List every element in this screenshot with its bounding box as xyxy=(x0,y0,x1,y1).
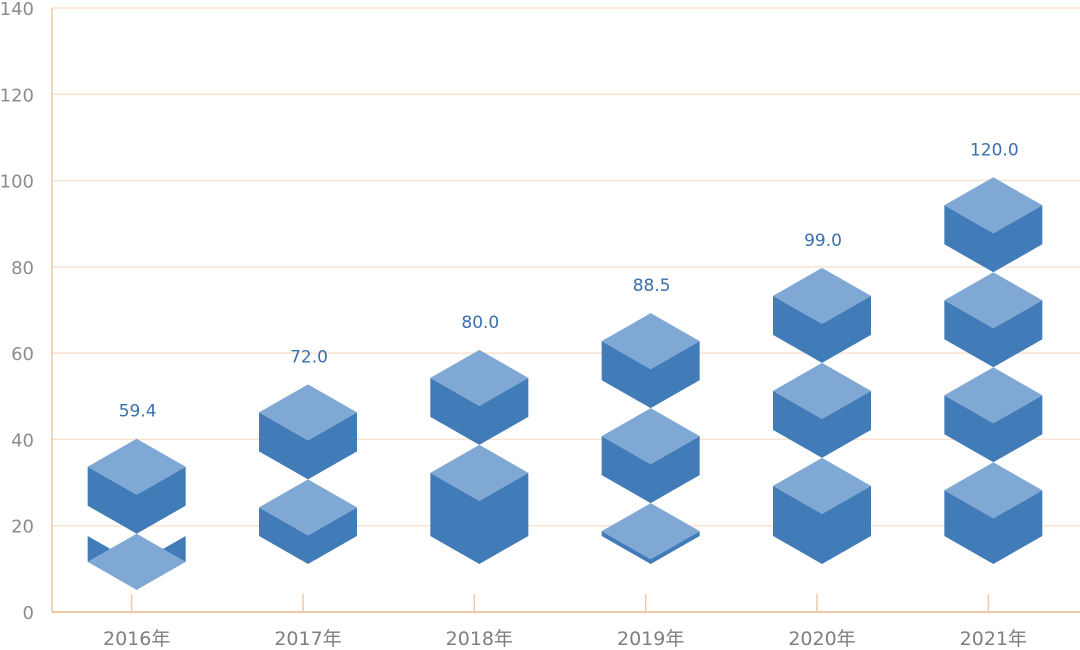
gridlines xyxy=(52,7,1080,527)
y-tick-label: 80 xyxy=(11,258,34,279)
bar-block-face xyxy=(259,507,357,564)
bar-block-face xyxy=(773,295,871,363)
bar-block-face xyxy=(430,472,529,564)
bar: 59.4 xyxy=(87,402,186,590)
data-label: 59.4 xyxy=(119,402,157,422)
bar-block-face xyxy=(259,412,357,480)
bar-block-face xyxy=(773,390,871,458)
bar-block-top xyxy=(430,444,529,501)
bar: 88.5 xyxy=(601,276,700,564)
bars: 59.4 72.0 80.0 88.5 99.0 120.0 xyxy=(87,140,1043,590)
x-tick-label: 2021年 xyxy=(960,628,1027,650)
data-label: 88.5 xyxy=(633,276,671,296)
bar-block-face xyxy=(430,377,529,445)
y-tick-label: 40 xyxy=(11,430,34,451)
x-axis: 2016年 2017年 2018年 2019年 2020年 2021年 xyxy=(52,594,1080,650)
bar-block-top xyxy=(259,479,357,536)
bar-block-face xyxy=(601,436,700,504)
bar-block-top xyxy=(87,438,186,495)
bar-block-top xyxy=(944,177,1043,234)
x-tick-label: 2020年 xyxy=(788,628,855,650)
bar-block-top xyxy=(601,408,700,465)
bar-block-face xyxy=(944,205,1043,273)
data-label: 99.0 xyxy=(804,231,842,251)
bar: 72.0 xyxy=(259,347,357,564)
data-label: 120.0 xyxy=(970,140,1019,160)
bar-block-face xyxy=(773,485,871,564)
bar-block-top xyxy=(87,533,186,590)
bar-block-face xyxy=(944,395,1043,463)
data-label: 80.0 xyxy=(461,313,499,333)
x-tick-label: 2016年 xyxy=(103,628,170,650)
y-axis: 0 20 40 60 80 100 120 140 xyxy=(0,0,53,624)
y-tick-label: 120 xyxy=(0,85,34,106)
bar-block-top xyxy=(773,267,871,324)
bar-block-top xyxy=(944,367,1043,424)
data-label: 72.0 xyxy=(290,347,328,367)
bar-block-face xyxy=(944,490,1043,564)
x-tick-label: 2019年 xyxy=(617,628,684,650)
bar-block-face xyxy=(944,300,1043,368)
bar-block-top xyxy=(944,272,1043,329)
bar-block-top xyxy=(944,462,1043,519)
y-tick-label: 60 xyxy=(11,344,34,365)
bar-block-top xyxy=(430,349,529,406)
y-tick-label: 140 xyxy=(0,0,34,20)
bar-block-top xyxy=(601,313,700,370)
bar-block-top xyxy=(601,503,700,560)
y-tick-label: 0 xyxy=(23,603,34,624)
bar-block-face xyxy=(87,466,186,534)
y-tick-label: 20 xyxy=(11,517,34,538)
bar: 99.0 xyxy=(773,231,871,564)
x-tick-label: 2018年 xyxy=(446,628,513,650)
bar-block-top xyxy=(259,384,357,441)
bar-block-top xyxy=(773,362,871,419)
bar-block-top xyxy=(773,457,871,514)
bar-block-face xyxy=(601,341,700,409)
x-tick-label: 2017年 xyxy=(274,628,341,650)
y-tick-label: 100 xyxy=(0,172,34,193)
bar: 80.0 xyxy=(430,313,529,564)
bar: 120.0 xyxy=(944,140,1043,564)
